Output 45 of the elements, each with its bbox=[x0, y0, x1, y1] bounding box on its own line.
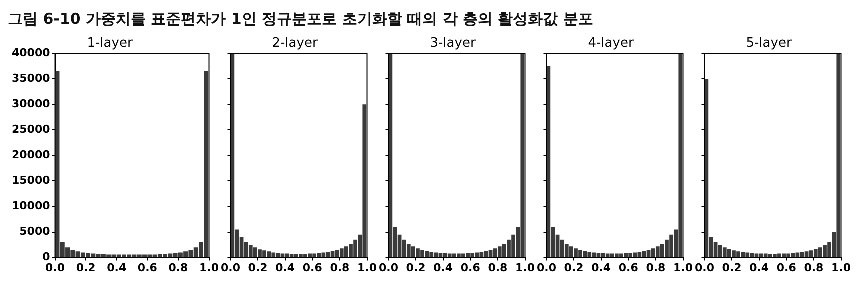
x-tick-label: 0.2 bbox=[564, 261, 584, 274]
x-tick-label: 0.6 bbox=[302, 261, 323, 274]
x-tick-label: 0.2 bbox=[248, 261, 268, 274]
x-tick-label: 0.6 bbox=[618, 261, 639, 274]
x-tick-label: 0.0 bbox=[694, 261, 715, 274]
y-tick-label: 5000 bbox=[20, 225, 51, 238]
y-tick-label: 35000 bbox=[12, 72, 51, 85]
chart-title: 1-layer bbox=[87, 36, 134, 52]
x-tick-label: 0.8 bbox=[168, 261, 188, 274]
x-tick-label: 0.0 bbox=[536, 261, 557, 274]
chart-title: 4-layer bbox=[588, 36, 634, 52]
x-tick-label: 0.6 bbox=[138, 261, 158, 274]
y-tick-label: 25000 bbox=[12, 123, 51, 136]
x-tick-label: 0.8 bbox=[804, 261, 824, 274]
x-tick-label: 0.4 bbox=[276, 261, 296, 274]
x-tick-label: 0.4 bbox=[592, 261, 612, 274]
x-tick-label: 1.0 bbox=[674, 261, 694, 274]
caption: 그림 6-10 가중치를 표준편차가 1인 정규분포로 초기화할 때의 각 층의 활성화값 분포 bbox=[8, 9, 594, 30]
x-tick-label: 1.0 bbox=[516, 261, 536, 274]
y-tick-label: 0 bbox=[42, 250, 51, 264]
x-tick-label: 0.8 bbox=[646, 261, 666, 274]
chart-title: 5-layer bbox=[746, 36, 792, 52]
x-tick-label: 1.0 bbox=[358, 261, 378, 274]
x-tick-label: 1.0 bbox=[832, 261, 852, 274]
x-tick-label: 0.0 bbox=[378, 261, 399, 274]
x-tick-label: 0.0 bbox=[220, 261, 241, 274]
x-tick-label: 0.4 bbox=[434, 261, 454, 274]
y-tick-label: 15000 bbox=[12, 174, 51, 188]
y-tick-label: 20000 bbox=[12, 148, 51, 162]
x-tick-label: 0.2 bbox=[722, 261, 742, 274]
y-tick-label: 40000 bbox=[12, 46, 51, 60]
x-tick-label: 0.2 bbox=[406, 261, 426, 274]
x-tick-label: 0.8 bbox=[330, 261, 350, 274]
x-tick-label: 0.6 bbox=[776, 261, 797, 274]
x-tick-label: 0.4 bbox=[107, 261, 127, 274]
y-tick-label: 10000 bbox=[12, 200, 51, 213]
x-tick-label: 0.8 bbox=[488, 261, 508, 274]
x-tick-label: 0.0 bbox=[46, 261, 66, 274]
chart-title: 2-layer bbox=[272, 36, 318, 52]
x-tick-label: 1.0 bbox=[200, 261, 220, 274]
x-tick-label: 0.4 bbox=[750, 261, 770, 274]
chart-title: 3-layer bbox=[430, 36, 476, 52]
y-tick-label: 30000 bbox=[12, 98, 51, 111]
x-tick-label: 0.2 bbox=[76, 261, 96, 274]
x-tick-label: 0.6 bbox=[460, 261, 481, 274]
